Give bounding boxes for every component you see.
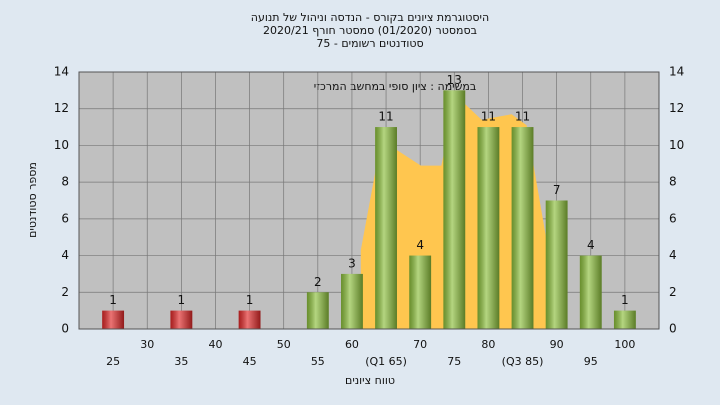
x-tick-label: 100 [614, 338, 635, 351]
y-tick-label: 10 [54, 138, 69, 152]
y-tick-label: 6 [61, 211, 69, 225]
chart-title: היסטוגרמת ציונים בקורס - הנדסה וניהול של… [251, 11, 489, 24]
x-tick-label: (Q1 65) [365, 355, 407, 368]
y-tick-label: 12 [54, 101, 69, 115]
data-label: 7 [553, 183, 561, 197]
x-tick-label: (Q3 85) [502, 355, 544, 368]
x-axis-label: טווח ציונים [345, 374, 395, 387]
x-tick-label: 40 [208, 338, 222, 351]
y2-tick-label: 10 [669, 138, 684, 152]
data-label: 11 [481, 110, 496, 124]
y2-tick-label: 0 [669, 322, 677, 336]
bar-shade [306, 292, 329, 329]
bar-shade [579, 255, 602, 329]
y-tick-label: 8 [61, 175, 69, 189]
y2-tick-label: 2 [669, 285, 677, 299]
bar-shade [613, 310, 636, 329]
x-tick-label: 90 [550, 338, 564, 351]
bar-shade [477, 127, 500, 329]
y-tick-label: 14 [54, 65, 69, 79]
bar-shade [511, 127, 534, 329]
data-label: 11 [378, 110, 393, 124]
y2-tick-label: 12 [669, 101, 684, 115]
y-tick-label: 2 [61, 285, 69, 299]
data-label: 4 [416, 238, 424, 252]
y2-tick-label: 4 [669, 248, 677, 262]
x-tick-label: 55 [311, 355, 325, 368]
y2-tick-label: 14 [669, 65, 684, 79]
bar-shade [409, 255, 432, 329]
x-tick-label: 75 [447, 355, 461, 368]
x-tick-label: 45 [243, 355, 257, 368]
data-label: 11 [515, 110, 530, 124]
annotation: במשימה : ציון סופי במחשב המרכזי [314, 80, 477, 93]
x-tick-label: 70 [413, 338, 427, 351]
chart-subtitle: סטודנטים רשומים - 75 [316, 37, 423, 50]
data-label: 1 [621, 293, 629, 307]
x-tick-label: 25 [106, 355, 120, 368]
y-axis-label: מספר סטודנטים [26, 162, 39, 238]
x-tick-label: 30 [140, 338, 154, 351]
data-label: 1 [246, 293, 254, 307]
x-tick-label: 80 [481, 338, 495, 351]
bar-shade [238, 310, 261, 329]
x-tick-label: 50 [277, 338, 291, 351]
data-label: 1 [178, 293, 186, 307]
x-tick-label: 95 [584, 355, 598, 368]
plot-border [78, 71, 660, 330]
bar-shade [443, 90, 466, 329]
y-tick-label: 0 [61, 322, 69, 336]
y2-tick-label: 8 [669, 175, 677, 189]
data-label: 3 [348, 256, 356, 270]
bar-shade [102, 310, 125, 329]
data-label: 1 [109, 293, 117, 307]
y2-tick-label: 6 [669, 211, 677, 225]
x-tick-label: 60 [345, 338, 359, 351]
chart-subtitle: בסמסטר (01/2020) סמסטר חורף 2020/21 [263, 24, 477, 37]
bar-shade [375, 127, 397, 329]
data-label: 2 [314, 275, 322, 289]
data-label: 4 [587, 238, 595, 252]
x-tick-label: 35 [174, 355, 188, 368]
bar-shade [545, 200, 568, 329]
bar-shade [341, 273, 363, 329]
bar-shade [170, 310, 193, 329]
y-tick-label: 4 [61, 248, 69, 262]
data-label: 13 [447, 73, 462, 87]
